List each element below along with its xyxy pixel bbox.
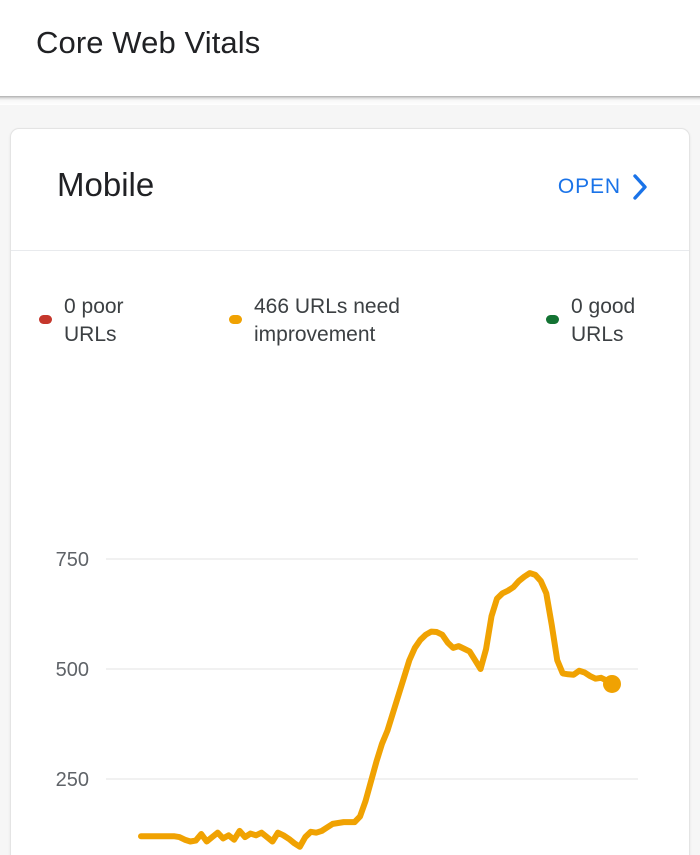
y-tick-label: 500: [56, 659, 89, 681]
legend-item-good-label: 0 good URLs: [571, 295, 636, 346]
card-title: Mobile: [57, 166, 155, 203]
app-bar-divider: [0, 96, 700, 105]
chart-legend: 0 poor URLs 466 URLs need improvement 0 go…: [11, 251, 689, 371]
chevron-right-icon: [633, 174, 647, 200]
poor-legend-dot: [39, 315, 52, 324]
legend-item-poor[interactable]: 0 poor URLs: [39, 293, 219, 349]
y-tick-label: 250: [56, 769, 89, 791]
chart-svg: 0250500750 7/31/209/7/2010/15/20: [56, 549, 638, 850]
chart-y-tick-labels: 0250500750: [56, 549, 89, 791]
app-bar: Core Web Vitals: [0, 0, 700, 96]
open-report-link[interactable]: OPEN: [558, 174, 649, 200]
needs-improvement-legend-dot: [229, 315, 242, 324]
open-report-label: OPEN: [557, 175, 621, 198]
series-needs-improvement-line: [138, 570, 615, 850]
legend-item-poor-label: 0 poor URLs: [64, 295, 124, 346]
legend-item-needs-improvement[interactable]: 466 URLs need improvement: [229, 293, 519, 349]
series-needs-improvement-end-marker: [603, 674, 621, 693]
page-title: Core Web Vitals: [36, 25, 261, 60]
legend-item-good[interactable]: 0 good URLs: [546, 293, 689, 349]
core-web-vitals-chart: 0250500750 7/31/209/7/2010/15/20: [11, 371, 689, 855]
card-header: Mobile OPEN: [11, 129, 689, 251]
mobile-report-card: Mobile OPEN 0 poor URLs 466 URLs need impr…: [10, 128, 690, 855]
legend-item-needs-improvement-label: 466 URLs need improvement: [254, 295, 400, 346]
y-tick-label: 750: [56, 549, 89, 571]
good-legend-dot: [546, 315, 559, 324]
